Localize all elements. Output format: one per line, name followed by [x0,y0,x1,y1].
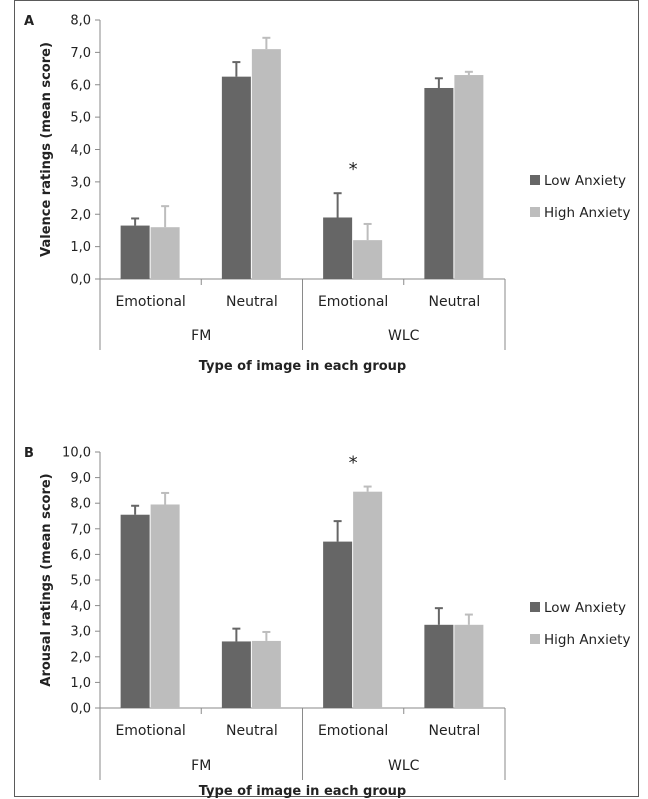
legend-label: Low Anxiety [544,600,626,616]
legend-swatch [530,602,540,612]
y-tick-label: 2,0 [70,208,91,223]
category-label: Emotional [115,723,185,739]
category-label: Neutral [226,723,278,739]
bar [424,87,454,279]
y-tick-label: 8,0 [70,497,91,512]
category-label: Emotional [318,294,388,310]
y-axis-label: Valence ratings (mean score) [39,42,54,257]
y-tick-label: 3,0 [70,625,91,640]
y-tick-label: 1,0 [70,676,91,691]
y-tick-label: 5,0 [70,574,91,589]
bar [454,624,484,708]
y-tick-label: 2,0 [70,650,91,665]
legend-swatch [530,175,540,185]
group-label: FM [191,328,211,344]
y-axis-label: Arousal ratings (mean score) [39,473,54,686]
group-label: FM [191,758,211,774]
y-tick-label: 5,0 [70,111,91,126]
category-label: Neutral [226,294,278,310]
significance-asterisk: * [349,453,358,474]
y-tick-label: 6,0 [70,548,91,563]
bar [221,641,251,708]
legend-label: High Anxiety [544,205,630,221]
category-label: Neutral [429,294,481,310]
y-tick-label: 4,0 [70,599,91,614]
bar [150,504,180,708]
y-tick-label: 9,0 [70,471,91,486]
y-tick-label: 0,0 [70,702,91,717]
y-tick-label: 10,0 [62,446,91,461]
bar [323,217,353,279]
legend-swatch [530,634,540,644]
bar [424,624,454,708]
y-tick-label: 3,0 [70,175,91,190]
x-axis-label: Type of image in each group [199,784,407,799]
y-tick-label: 6,0 [70,78,91,93]
bar [353,491,383,708]
y-tick-label: 1,0 [70,240,91,255]
category-label: Emotional [318,723,388,739]
x-axis-label: Type of image in each group [199,359,407,374]
bar [221,76,251,279]
bar [120,225,150,279]
legend-swatch [530,207,540,217]
y-tick-label: 7,0 [70,46,91,61]
significance-asterisk: * [349,159,358,180]
bar [323,541,353,708]
group-label: WLC [388,328,420,344]
group-label: WLC [388,758,420,774]
category-label: Emotional [115,294,185,310]
figure-frame [14,0,639,797]
legend-label: Low Anxiety [544,173,626,189]
y-tick-label: 7,0 [70,522,91,537]
y-tick-label: 4,0 [70,143,91,158]
bar [150,227,180,279]
y-tick-label: 8,0 [70,14,91,29]
y-tick-label: 0,0 [70,273,91,288]
bar [251,49,281,280]
bar [120,514,150,708]
bar [251,640,281,708]
bar [353,240,383,279]
panel-letter: A [24,14,34,29]
bar [454,75,484,279]
category-label: Neutral [429,723,481,739]
panel-letter: B [24,446,34,461]
legend-label: High Anxiety [544,632,630,648]
